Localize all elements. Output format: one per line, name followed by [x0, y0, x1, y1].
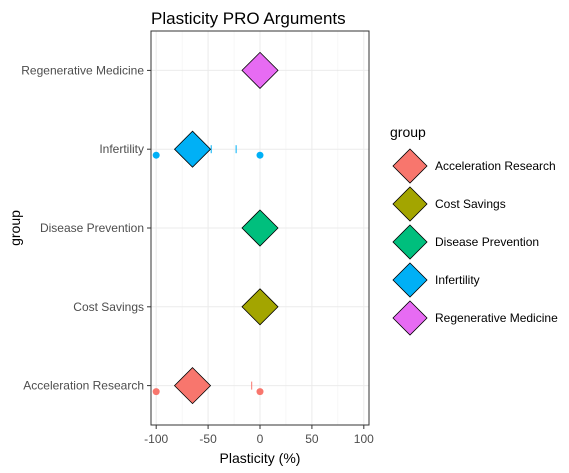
point-acceleration-research	[152, 388, 160, 396]
y-tick-label: Infertility	[99, 142, 144, 156]
mean-diamond-disease-prevention	[241, 209, 279, 247]
mean-diamond-acceleration-research	[173, 367, 212, 405]
legend-title: group	[390, 124, 426, 140]
x-tick-label: -50	[199, 432, 217, 446]
plot-panel	[150, 30, 370, 426]
legend-label: Disease Prevention	[435, 235, 539, 249]
y-tick-label: Disease Prevention	[40, 221, 144, 235]
x-tick-label: -100	[144, 432, 168, 446]
point-acceleration-research	[256, 388, 264, 396]
y-tick-label: Regenerative Medicine	[21, 63, 144, 77]
y-axis-title: group	[7, 210, 23, 246]
mean-diamond-cost-savings	[241, 288, 279, 326]
x-axis-title: Plasticity (%)	[220, 450, 301, 466]
legend-label: Infertility	[435, 273, 480, 287]
y-tick-label: Acceleration Research	[23, 379, 144, 393]
legend: group Acceleration Research Cost Savings D…	[390, 124, 558, 336]
legend-label: Cost Savings	[435, 197, 506, 211]
legend-key-regenerative-medicine	[392, 300, 428, 336]
point-infertility	[256, 151, 264, 159]
x-axis: -100 -50 0 50 100	[144, 425, 374, 446]
chart-title: Plasticity PRO Arguments	[151, 9, 346, 28]
y-axis: Acceleration Research Cost Savings Disease…	[21, 63, 151, 393]
x-tick-label: 100	[354, 432, 374, 446]
mean-diamond-infertility	[173, 130, 212, 168]
x-tick-label: 50	[305, 432, 319, 446]
legend-key-disease-prevention	[392, 224, 428, 260]
legend-key-cost-savings	[392, 186, 428, 222]
mean-diamond-regenerative-medicine	[241, 51, 279, 89]
point-infertility	[152, 151, 160, 159]
legend-label: Regenerative Medicine	[435, 311, 558, 325]
data-marks	[152, 51, 279, 405]
x-tick-label: 0	[257, 432, 264, 446]
y-tick-label: Cost Savings	[73, 300, 144, 314]
legend-label: Acceleration Research	[435, 159, 556, 173]
legend-key-acceleration-research	[392, 148, 428, 184]
legend-key-infertility	[392, 262, 428, 298]
